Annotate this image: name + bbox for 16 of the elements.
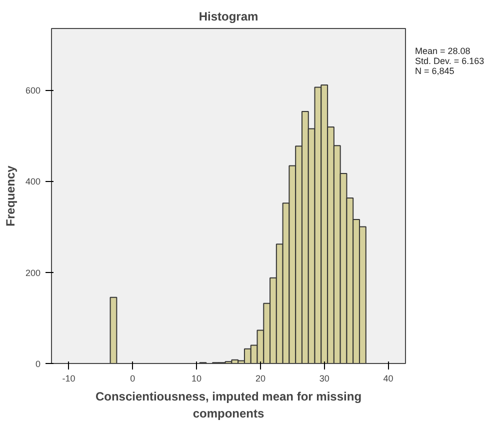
x-tick-label: 30	[319, 374, 330, 384]
y-axis-title: Frequency	[3, 165, 18, 226]
x-tick-label: 10	[192, 374, 202, 384]
x-tick-label: -10	[62, 374, 76, 384]
text: Std. Dev. = 6.163	[415, 56, 484, 66]
y-tick-label: 200	[25, 268, 41, 278]
chart-title: Histogram	[198, 10, 258, 24]
x-axis-title: Conscientiousness, imputed mean for missing components	[95, 390, 362, 420]
x-tick-label: 40	[383, 374, 394, 384]
x-tick-label: 20	[255, 374, 266, 384]
x-tick-label: 0	[130, 374, 136, 384]
text: Mean = 28.08	[415, 46, 470, 56]
y-tick-label: 0	[35, 359, 41, 369]
y-tick-label: 600	[25, 86, 41, 96]
y-tick-label: 400	[25, 176, 41, 187]
text: N = 6,845	[415, 66, 454, 76]
